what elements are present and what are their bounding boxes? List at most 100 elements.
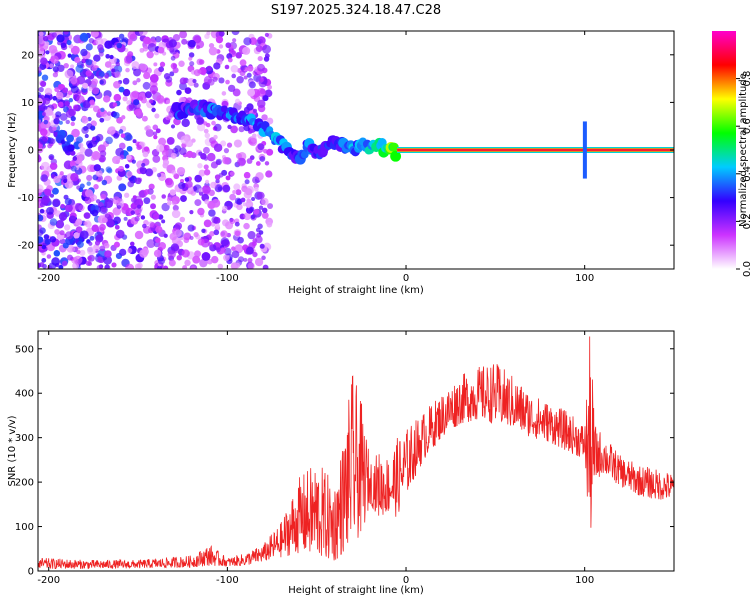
noise-blob xyxy=(113,216,121,225)
noise-blob xyxy=(62,178,68,184)
noise-blob xyxy=(179,31,188,39)
noise-blob xyxy=(155,237,161,244)
noise-blob xyxy=(256,191,265,200)
noise-blob xyxy=(158,137,167,146)
noise-blob xyxy=(198,169,206,177)
noise-blob xyxy=(154,113,160,119)
noise-blob xyxy=(161,194,166,199)
noise-blob xyxy=(166,115,172,121)
noise-blob xyxy=(76,240,84,248)
noise-blob xyxy=(150,203,157,210)
noise-blob xyxy=(179,216,186,223)
noise-blob xyxy=(79,230,89,240)
noise-blob xyxy=(259,77,265,83)
noise-blob xyxy=(181,118,190,128)
noise-blob xyxy=(223,247,232,256)
noise-blob xyxy=(249,37,258,45)
noise-blob xyxy=(243,75,248,80)
noise-blob xyxy=(169,189,177,196)
noise-blob xyxy=(84,189,94,198)
noise-blob xyxy=(97,44,104,51)
noise-blob xyxy=(41,244,47,250)
noise-blob xyxy=(196,45,201,50)
noise-blob xyxy=(134,177,142,185)
noise-blob xyxy=(223,148,230,154)
noise-blob xyxy=(169,71,175,77)
noise-blob xyxy=(103,72,110,79)
noise-blob xyxy=(51,32,57,38)
noise-blob xyxy=(132,80,138,86)
noise-blob xyxy=(203,164,209,170)
noise-blob xyxy=(199,258,208,268)
noise-blob xyxy=(138,190,146,198)
noise-blob xyxy=(263,56,270,62)
noise-blob xyxy=(103,255,113,265)
noise-blob xyxy=(118,165,125,172)
noise-blob xyxy=(104,250,112,258)
noise-blob xyxy=(220,140,227,147)
noise-blob xyxy=(152,124,159,131)
noise-blob xyxy=(83,212,91,219)
y-tick-label: 400 xyxy=(15,389,34,400)
noise-blob xyxy=(91,87,100,95)
noise-blob xyxy=(134,230,144,240)
noise-blob xyxy=(108,197,114,203)
noise-blob xyxy=(151,107,156,113)
noise-blob xyxy=(153,62,158,67)
noise-blob xyxy=(48,262,57,269)
noise-blob xyxy=(156,173,162,178)
noise-blob xyxy=(259,155,266,162)
noise-blob xyxy=(132,139,137,144)
noise-blob xyxy=(91,65,98,72)
noise-blob xyxy=(240,197,246,203)
noise-blob xyxy=(186,150,194,158)
noise-blob xyxy=(212,76,218,82)
noise-blob xyxy=(134,263,141,269)
noise-blob xyxy=(44,41,50,47)
noise-blob xyxy=(256,87,266,97)
noise-blob xyxy=(40,80,47,87)
noise-blob xyxy=(81,126,89,134)
noise-blob xyxy=(255,161,261,166)
noise-blob xyxy=(210,181,217,189)
noise-blob xyxy=(147,42,157,52)
noise-blob xyxy=(149,222,156,229)
noise-blob xyxy=(99,150,107,157)
noise-blob xyxy=(79,249,86,256)
noise-blob xyxy=(217,186,223,192)
noise-blob xyxy=(43,234,50,240)
noise-blob xyxy=(38,31,44,37)
noise-blob xyxy=(82,100,91,109)
noise-blob xyxy=(234,230,241,237)
noise-blob xyxy=(136,144,142,151)
noise-blob xyxy=(196,117,204,125)
noise-blob xyxy=(86,174,93,182)
noise-blob xyxy=(95,169,103,178)
noise-blob xyxy=(181,249,190,258)
noise-blob xyxy=(200,153,207,160)
y-tick-label: 0 xyxy=(28,567,34,578)
noise-blob xyxy=(215,36,224,44)
noise-blob xyxy=(42,97,51,105)
noise-blob xyxy=(60,42,67,49)
noise-blob xyxy=(67,144,75,152)
noise-blob xyxy=(197,69,202,74)
noise-blob xyxy=(90,31,99,38)
noise-blob xyxy=(119,248,127,256)
noise-blob xyxy=(258,205,264,210)
noise-blob xyxy=(242,46,251,55)
noise-blob xyxy=(206,31,211,36)
noise-blob xyxy=(170,243,180,252)
noise-blob xyxy=(62,87,69,94)
noise-blob xyxy=(119,154,125,160)
x-tick-label: 0 xyxy=(403,273,409,284)
noise-blob xyxy=(189,210,194,215)
noise-blob xyxy=(127,180,134,188)
noise-blob xyxy=(233,139,242,148)
noise-blob xyxy=(231,31,240,36)
noise-blob xyxy=(60,203,65,209)
noise-blob xyxy=(91,224,99,232)
noise-blob xyxy=(264,32,270,38)
noise-blob xyxy=(126,154,132,161)
y-tick-label: 20 xyxy=(21,50,34,61)
